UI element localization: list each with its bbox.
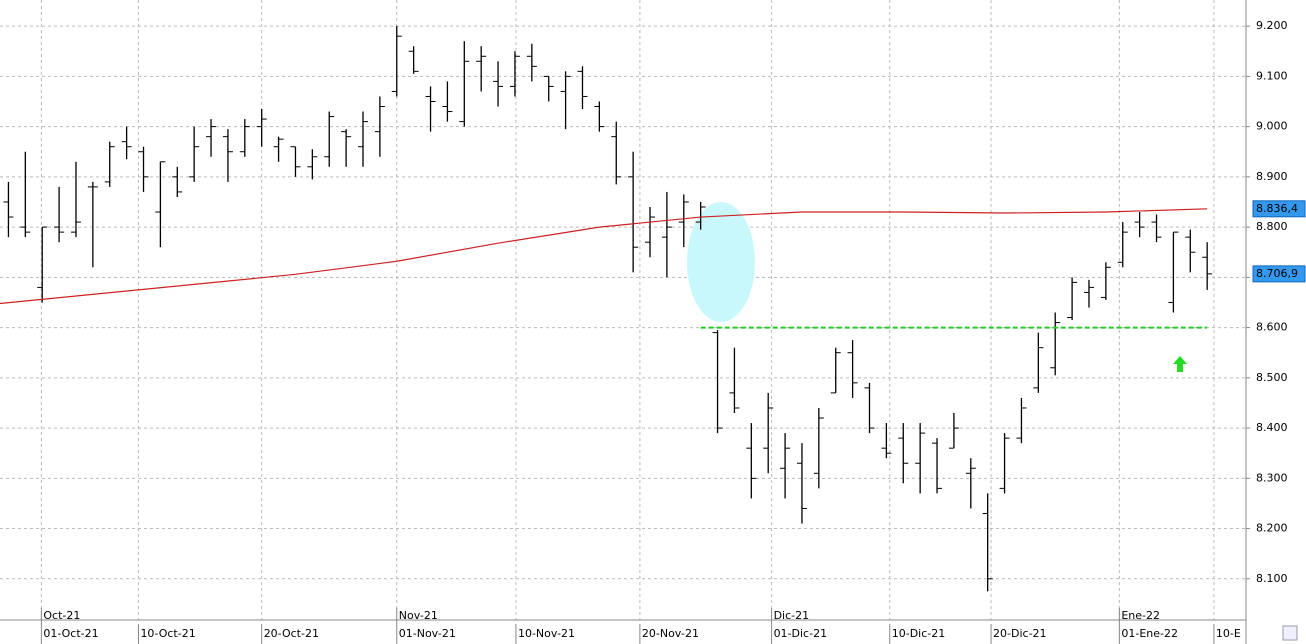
y-tick-label: 9.100 xyxy=(1256,69,1288,82)
x-tick-label: 20-Nov-21 xyxy=(642,627,699,640)
corner-icon xyxy=(1282,625,1298,641)
month-label: Dic-21 xyxy=(774,609,810,622)
y-tick-label: 8.400 xyxy=(1256,421,1288,434)
x-tick-label: 10-Nov-21 xyxy=(518,627,575,640)
highlight-ellipse xyxy=(687,202,755,322)
x-tick-label: 10-E xyxy=(1216,627,1241,640)
month-label: Ene-22 xyxy=(1121,609,1160,622)
axes: 8.1008.2008.3008.4008.5008.6008.7008.800… xyxy=(40,19,1306,644)
y-tick-label: 8.100 xyxy=(1256,572,1288,585)
grid xyxy=(0,0,1246,620)
y-tick-label: 8.900 xyxy=(1256,170,1288,183)
x-tick-label: 20-Dic-21 xyxy=(993,627,1047,640)
x-tick-label: 01-Nov-21 xyxy=(399,627,456,640)
x-tick-label: 01-Ene-22 xyxy=(1121,627,1178,640)
x-tick-label: 10-Dic-21 xyxy=(892,627,946,640)
up-arrow xyxy=(1173,356,1187,372)
month-label: Oct-21 xyxy=(43,609,80,622)
x-tick-label: 01-Dic-21 xyxy=(774,627,828,640)
y-tick-label: 9.200 xyxy=(1256,19,1288,32)
month-label: Nov-21 xyxy=(399,609,438,622)
marks xyxy=(0,26,1213,592)
y-tick-label: 8.200 xyxy=(1256,522,1288,535)
x-tick-label: 01-Oct-21 xyxy=(43,627,98,640)
x-tick-label: 20-Oct-21 xyxy=(264,627,319,640)
y-tick-label: 8.600 xyxy=(1256,321,1288,334)
last-value-box xyxy=(1252,265,1306,283)
y-tick-label: 8.300 xyxy=(1256,471,1288,484)
last-value-box xyxy=(1252,200,1306,218)
moving-average xyxy=(0,208,1208,305)
y-tick-label: 8.500 xyxy=(1256,371,1288,384)
last-value-label: 8.706,9 xyxy=(1256,267,1298,280)
x-tick-label: 10-Oct-21 xyxy=(140,627,195,640)
y-tick-label: 9.000 xyxy=(1256,120,1288,133)
y-tick-label: 8.800 xyxy=(1256,220,1288,233)
last-value-label: 8.836,4 xyxy=(1256,202,1298,215)
